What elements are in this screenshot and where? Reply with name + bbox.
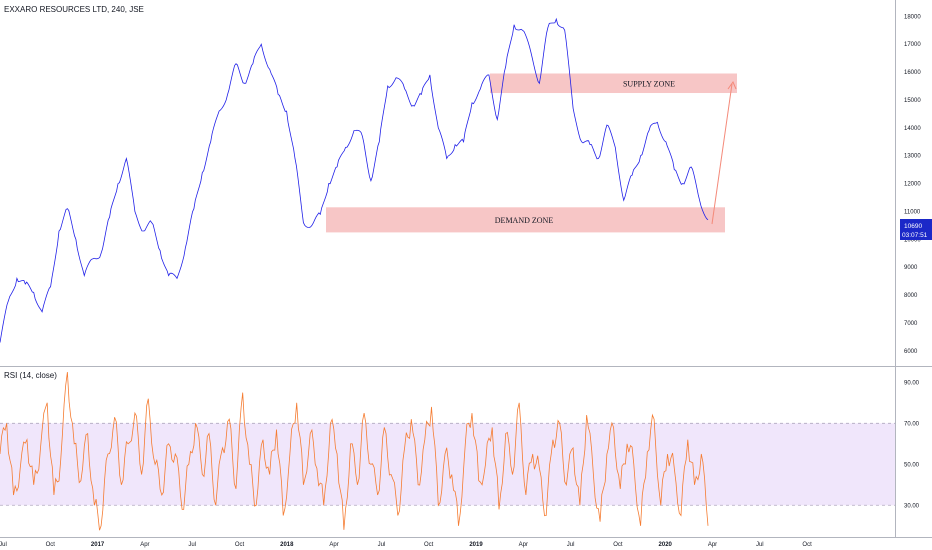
time-tick-label: Oct <box>613 542 623 548</box>
price-tick-label: 10000 <box>904 237 921 243</box>
time-tick-label: Apr <box>519 542 528 548</box>
time-tick-label: 2020 <box>659 542 673 548</box>
time-tick-label: 2019 <box>469 542 483 548</box>
time-tick-label: Oct <box>235 542 245 548</box>
price-tick-label: 9000 <box>904 265 918 271</box>
price-axis: 18000 17000 16000 15000 14000 13000 12000 11000… <box>904 14 921 354</box>
price-tick-label: 16000 <box>904 70 921 76</box>
rsi-tick-label: 70.00 <box>904 421 920 427</box>
countdown-label: 03:07:51 <box>902 232 928 239</box>
rsi-pane: RSI (14, close) <box>0 371 895 531</box>
price-tick-label: 12000 <box>904 182 921 188</box>
time-tick-label: Oct <box>802 542 812 548</box>
rsi-tick-label: 90.00 <box>904 380 920 386</box>
time-tick-label: Apr <box>140 542 149 548</box>
time-tick-label: Jul <box>756 542 764 548</box>
demand-zone <box>326 207 725 233</box>
last-price-marker: 10690 03:07:51 <box>900 219 932 240</box>
last-price-label: 10690 <box>904 223 922 230</box>
time-tick-label: Oct <box>46 542 56 548</box>
time-axis: Jul Oct 2017 Apr Jul Oct 2018 Apr Jul Oct 2019 Apr J… <box>0 542 812 548</box>
demand-zone-label: DEMAND ZONE <box>495 216 554 225</box>
price-tick-label: 6000 <box>904 349 918 355</box>
projection-arrow-line <box>711 83 733 225</box>
price-tick-label: 18000 <box>904 14 921 20</box>
time-tick-label: Jul <box>567 542 575 548</box>
price-tick-label: 7000 <box>904 321 918 327</box>
price-tick-label: 8000 <box>904 293 918 299</box>
time-tick-label: 2017 <box>91 542 105 548</box>
rsi-line <box>0 372 709 531</box>
time-tick-label: 2018 <box>280 542 294 548</box>
rsi-tick-label: 30.00 <box>904 503 920 509</box>
time-tick-label: Jul <box>188 542 196 548</box>
rsi-tick-label: 50.00 <box>904 462 920 468</box>
price-pane: SUPPLY ZONE DEMAND ZONE EXXARO RESOURCES… <box>0 5 737 343</box>
price-tick-label: 11000 <box>904 209 921 215</box>
time-tick-label: Jul <box>378 542 386 548</box>
rsi-title: RSI (14, close) <box>4 371 57 380</box>
supply-zone-label: SUPPLY ZONE <box>623 79 675 88</box>
rsi-axis: 90.00 70.00 50.00 30.00 <box>904 380 920 509</box>
time-tick-label: Apr <box>329 542 338 548</box>
time-tick-label: Oct <box>424 542 434 548</box>
rsi-band <box>0 423 895 506</box>
chart-title: EXXARO RESOURCES LTD, 240, JSE <box>4 5 144 14</box>
projection-arrow-head <box>727 80 737 90</box>
price-line <box>0 17 709 343</box>
price-tick-label: 17000 <box>904 42 921 48</box>
price-tick-label: 13000 <box>904 154 921 160</box>
time-tick-label: Apr <box>708 542 717 548</box>
price-tick-label: 15000 <box>904 98 921 104</box>
time-tick-label: Jul <box>0 542 7 548</box>
price-tick-label: 14000 <box>904 126 921 132</box>
supply-zone <box>490 73 737 94</box>
